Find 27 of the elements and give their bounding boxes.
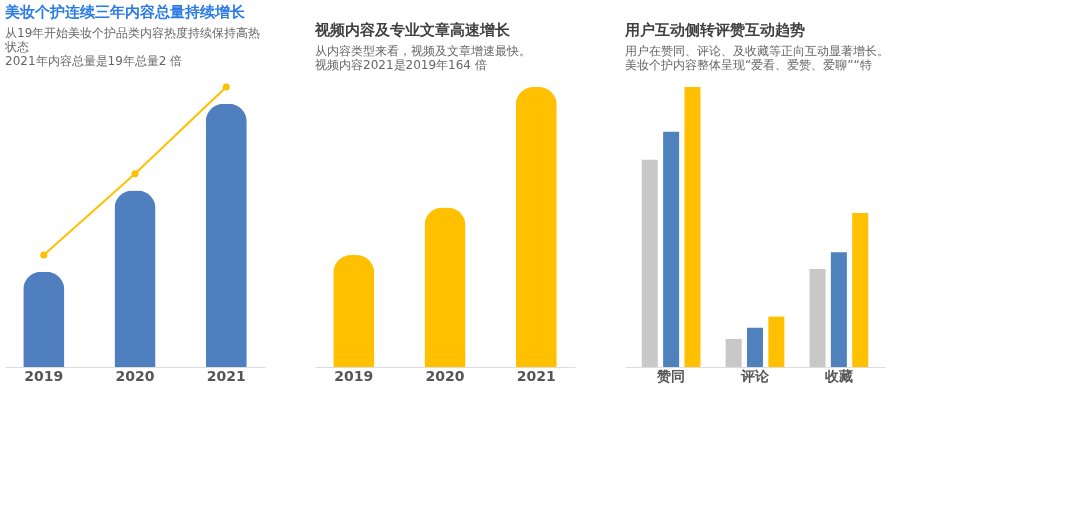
x-tick-label: 收藏 <box>824 367 853 384</box>
chart-title: 用户互动侧转评赞互动趋势 <box>624 21 805 39</box>
bar <box>725 339 742 367</box>
text: 2021年内容总量是19年总量2 倍 <box>5 54 183 69</box>
x-tick-label: 2019 <box>24 367 64 384</box>
x-tick-label: 2021 <box>516 367 556 384</box>
x-tick-label: 2021 <box>206 367 246 384</box>
chart-subtitle: 用户在赞同、评论、及收藏等正向互动显著增长。 <box>625 44 889 58</box>
chart-title: 美妆个护连续三年内容总量持续增长 <box>4 3 246 22</box>
text: 视频内容2021是2019年164 倍 <box>315 58 487 72</box>
text: 美妆个护内容整体呈现“爱看、爱赞、爱聊”“特 <box>625 58 872 72</box>
chart-subtitle: 从19年开始美妆个护品类内容热度持续保持高热状态 <box>4 26 261 55</box>
x-tick-label: 评论 <box>740 367 770 384</box>
bar <box>830 252 847 367</box>
chart-subtitle: 从内容类型来看，视频及文章增速最快。 <box>315 44 531 58</box>
bar <box>768 316 785 367</box>
bar <box>684 87 701 367</box>
bar <box>641 159 658 367</box>
x-tick-label: 2019 <box>334 367 374 384</box>
x-tick-label: 2020 <box>115 367 155 384</box>
bar <box>809 269 826 367</box>
chart-title: 视频内容及专业文章高速增长 <box>314 21 511 39</box>
x-tick-label: 2020 <box>425 367 465 384</box>
bar <box>746 327 764 367</box>
x-tick-label: 赞同 <box>656 367 686 384</box>
bar <box>663 131 680 367</box>
bar <box>852 213 869 367</box>
